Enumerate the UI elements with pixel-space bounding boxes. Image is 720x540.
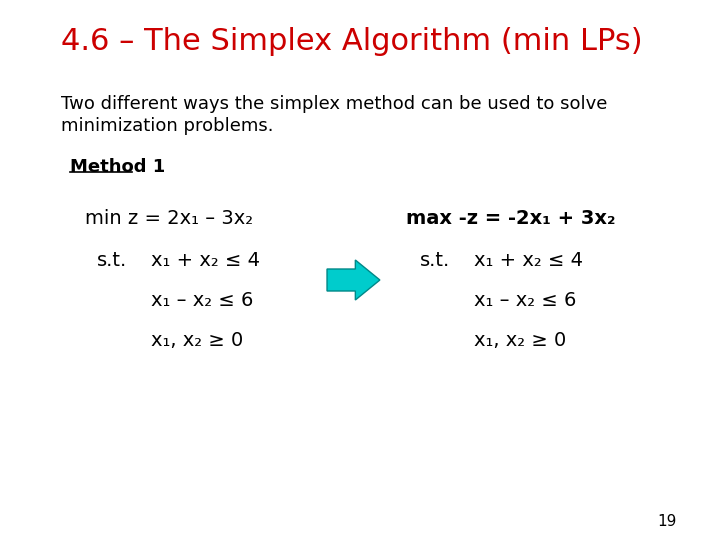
Text: 19: 19: [658, 515, 678, 530]
Text: 4.6 – The Simplex Algorithm (min LPs): 4.6 – The Simplex Algorithm (min LPs): [60, 28, 642, 57]
Polygon shape: [327, 260, 380, 300]
Text: s.t.: s.t.: [420, 251, 450, 269]
Text: x₁ – x₂ ≤ 6: x₁ – x₂ ≤ 6: [474, 291, 577, 309]
Text: x₁, x₂ ≥ 0: x₁, x₂ ≥ 0: [474, 330, 567, 349]
Text: min z = 2x₁ – 3x₂: min z = 2x₁ – 3x₂: [86, 208, 253, 227]
Text: x₁ + x₂ ≤ 4: x₁ + x₂ ≤ 4: [474, 251, 583, 269]
Text: Method 1: Method 1: [71, 158, 166, 176]
Text: x₁, x₂ ≥ 0: x₁, x₂ ≥ 0: [151, 330, 244, 349]
Text: x₁ – x₂ ≤ 6: x₁ – x₂ ≤ 6: [151, 291, 254, 309]
Text: s.t.: s.t.: [96, 251, 127, 269]
Text: x₁ + x₂ ≤ 4: x₁ + x₂ ≤ 4: [151, 251, 261, 269]
Text: Two different ways the simplex method can be used to solve: Two different ways the simplex method ca…: [61, 95, 607, 113]
Text: minimization problems.: minimization problems.: [61, 117, 274, 135]
Text: max -z = -2x₁ + 3x₂: max -z = -2x₁ + 3x₂: [406, 208, 616, 227]
